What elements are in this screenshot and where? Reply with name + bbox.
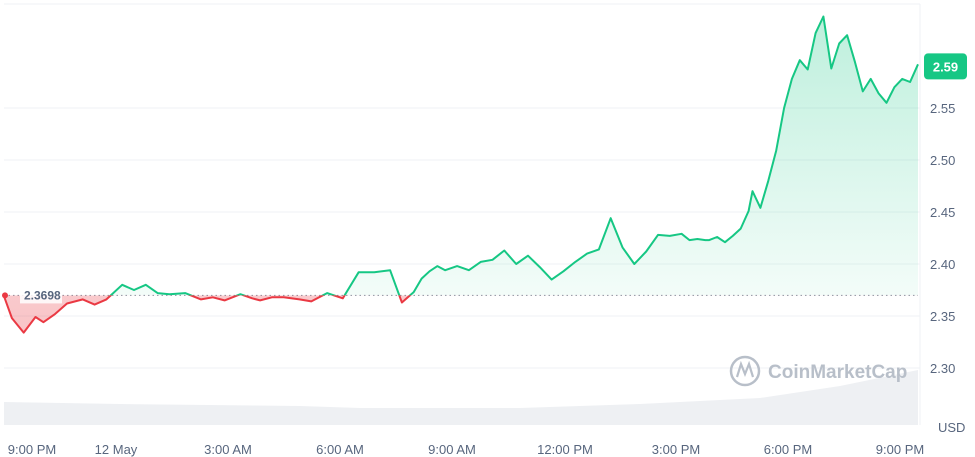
volume-area [4, 370, 918, 425]
current-price-badge-bg [924, 53, 967, 80]
watermark-logo-mark-icon [735, 360, 755, 378]
watermark: CoinMarketCap [729, 355, 907, 387]
y-tick-label: 2.35 [930, 309, 955, 324]
price-area-down [4, 295, 918, 333]
x-tick-label: 9:00 PM [876, 442, 924, 457]
x-axis: 9:00 PM 12 May 3:00 AM 6:00 AM 9:00 AM 12:00 … [8, 442, 924, 457]
x-tick-label: 9:00 AM [428, 442, 476, 457]
baseline-marker-icon [2, 292, 8, 299]
current-price-text: 2.59 [933, 59, 958, 74]
baseline-label-text: 2.3698 [24, 288, 61, 302]
volume-shape [4, 370, 918, 425]
x-tick-label: 6:00 AM [316, 442, 364, 457]
y-axis: 2.30 2.35 2.40 2.45 2.50 2.55 [930, 101, 955, 376]
price-area-up [110, 16, 918, 296]
baseline-label: 2.3698 [2, 286, 62, 304]
x-tick-label: 12:00 PM [537, 442, 593, 457]
y-tick-label: 2.50 [930, 153, 955, 168]
y-tick-label: 2.55 [930, 101, 955, 116]
x-tick-label: 6:00 PM [764, 442, 812, 457]
x-tick-label: 3:00 PM [652, 442, 700, 457]
grid-lines [4, 3, 921, 425]
current-price-badge: 2.59 [924, 53, 967, 80]
baseline-label-bg [20, 286, 62, 304]
x-tick-label: 12 May [95, 442, 138, 457]
price-series [3, 15, 919, 334]
y-tick-label: 2.45 [930, 205, 955, 220]
y-tick-label: 2.30 [930, 361, 955, 376]
x-tick-label: 3:00 AM [204, 442, 252, 457]
watermark-logo-icon [729, 355, 761, 387]
x-tick-label: 9:00 PM [8, 442, 56, 457]
price-line-up [109, 15, 919, 296]
y-unit-label: USD [938, 420, 965, 435]
y-tick-label: 2.40 [930, 257, 955, 272]
watermark-text: CoinMarketCap [768, 362, 907, 383]
